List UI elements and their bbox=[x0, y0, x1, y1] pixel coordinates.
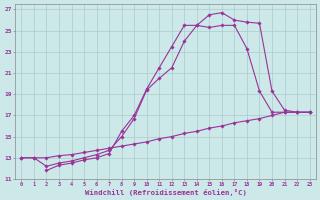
X-axis label: Windchill (Refroidissement éolien,°C): Windchill (Refroidissement éolien,°C) bbox=[84, 189, 246, 196]
